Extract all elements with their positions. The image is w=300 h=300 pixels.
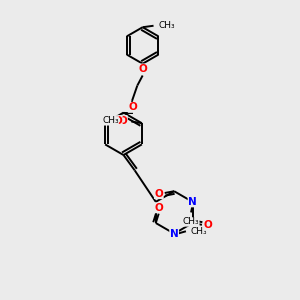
Text: N: N (188, 197, 197, 207)
Text: O: O (203, 220, 212, 230)
Text: CH₃: CH₃ (183, 218, 199, 226)
Text: O: O (128, 102, 137, 112)
Text: O: O (154, 189, 163, 199)
Text: Cl: Cl (116, 116, 127, 126)
Text: O: O (154, 203, 163, 213)
Text: CH₃: CH₃ (102, 116, 119, 125)
Text: O: O (118, 116, 127, 126)
Text: CH₃: CH₃ (191, 227, 208, 236)
Text: CH₃: CH₃ (158, 21, 175, 30)
Text: O: O (114, 116, 122, 126)
Text: O: O (138, 64, 147, 74)
Text: N: N (170, 229, 178, 238)
